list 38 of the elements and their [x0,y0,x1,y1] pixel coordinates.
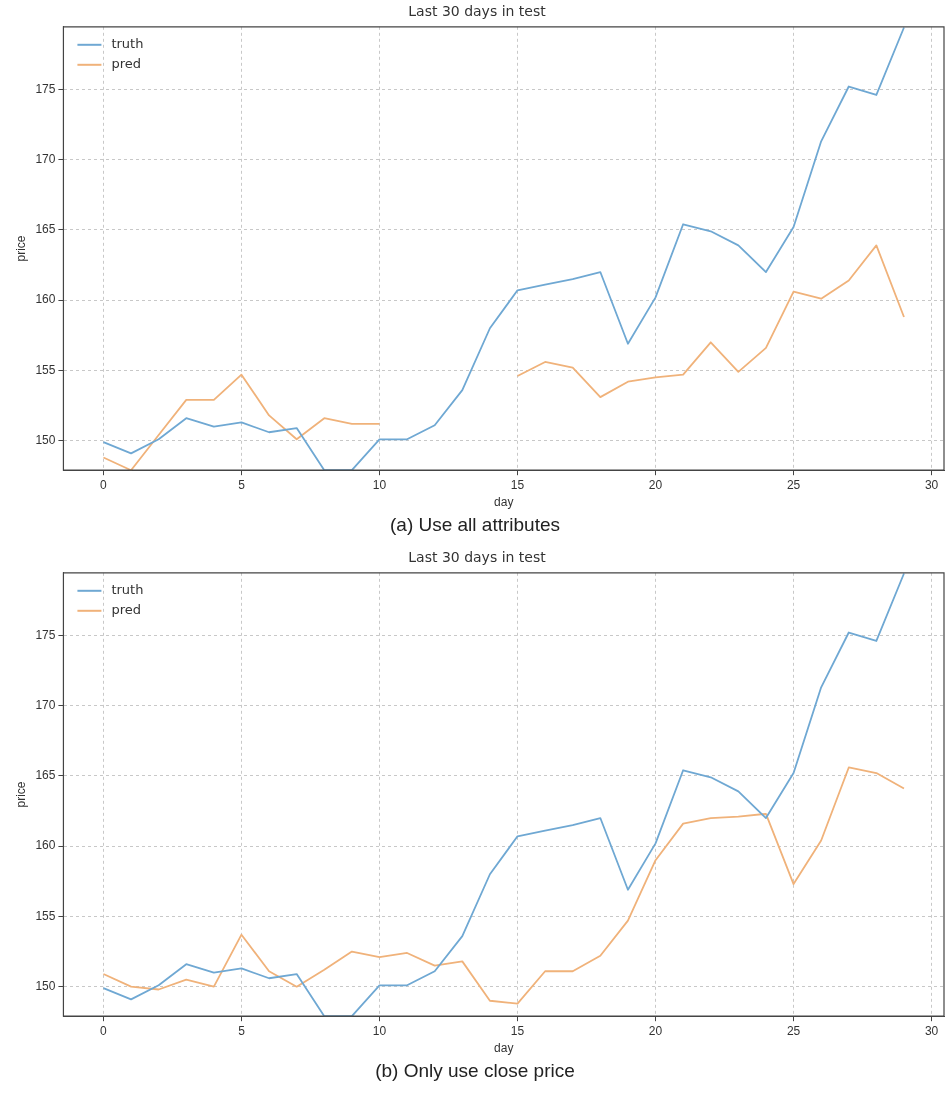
y-tick-label: 170 [35,151,56,166]
chart-title: Last 30 days in test [408,549,547,566]
x-axis-title: day [494,1041,514,1056]
x-tick-label: 30 [924,1023,939,1038]
legend-label: truth [111,36,144,52]
x-tick-label: 5 [238,477,246,492]
x-axis-title: day [494,495,514,510]
y-axis-title: price [13,781,28,808]
x-tick-label: 30 [924,477,939,492]
legend-label: pred [111,602,141,618]
chart-title: Last 30 days in test [408,3,547,20]
x-tick-label: 25 [786,1023,801,1038]
y-tick-label: 160 [35,292,56,307]
y-tick-label: 150 [35,433,56,447]
x-tick-label: 20 [648,477,663,492]
x-tick-label: 10 [372,477,387,492]
x-tick-label: 0 [100,1023,108,1038]
text: (b) Only use close price [374,1059,576,1083]
x-tick-label: 15 [510,1023,525,1038]
text: (a) Use all attributes [389,513,561,537]
y-tick-label: 155 [35,908,56,923]
y-tick-label: 150 [35,979,56,993]
x-tick-label: 0 [100,477,108,492]
legend-label: pred [111,56,141,72]
y-tick-label: 175 [35,627,56,642]
y-tick-label: 170 [35,697,56,712]
y-tick-label: 155 [35,362,56,377]
y-tick-label: 160 [35,838,56,853]
x-tick-label: 25 [786,477,801,492]
y-axis-title: price [13,235,28,262]
legend-label: truth [111,582,144,598]
y-tick-label: 175 [35,81,56,96]
x-tick-label: 10 [372,1023,387,1038]
x-tick-label: 20 [648,1023,663,1038]
x-tick-label: 15 [510,477,525,492]
y-tick-label: 165 [35,768,56,783]
x-tick-label: 5 [238,1023,246,1038]
y-tick-label: 165 [35,222,56,237]
